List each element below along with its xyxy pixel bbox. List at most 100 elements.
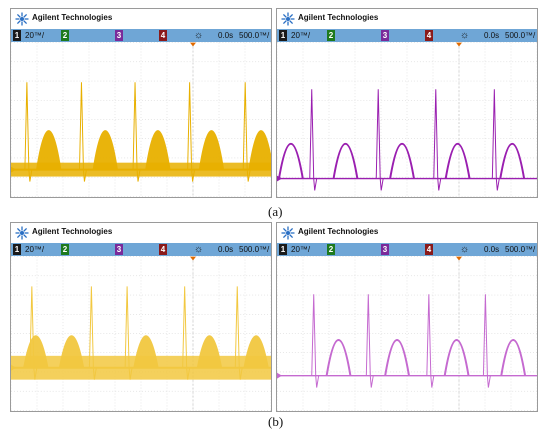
delay-value: 0.0s xyxy=(484,245,500,254)
scope-screen-a-ch1: Agilent Technologies 1 2 3 4 20™/ ☼ 0.0s 500.0™/ xyxy=(10,8,272,198)
trace-bump xyxy=(196,335,223,368)
waveform-plot xyxy=(277,256,537,411)
scope-header: Agilent Technologies xyxy=(277,9,537,29)
trace-spike xyxy=(311,294,320,388)
trigger-sun-icon: ☼ xyxy=(194,30,204,41)
status-bar: 1 2 3 4 20™/ ☼ 0.0s 500.0™/ xyxy=(11,243,271,256)
scope-screen-a-ch2: Agilent Technologies 1 2 3 4 20™/ ☼ 0.0s 500.0™/ xyxy=(276,8,538,198)
delay-value: 0.0s xyxy=(218,245,234,254)
trigger-marker-icon xyxy=(456,42,462,47)
scope-screen-b-ch2: Agilent Technologies 1 2 3 4 20™/ ☼ 0.0s 500.0™/ xyxy=(276,222,538,412)
channel-scale: 20™/ xyxy=(291,31,311,40)
trace-bump xyxy=(133,335,159,368)
brand-name: Agilent Technologies xyxy=(32,227,113,236)
status-bar: 1 2 3 4 20™/ ☼ 0.0s 500.0™/ xyxy=(277,29,537,42)
caption-a: (a) xyxy=(268,204,283,219)
trace-bump xyxy=(325,339,352,376)
agilent-spark-logo-icon xyxy=(281,226,295,240)
trace-bump xyxy=(332,143,359,179)
trace-spike xyxy=(433,89,442,191)
trace-spike xyxy=(375,89,384,191)
channel-2-badge[interactable]: 2 xyxy=(61,30,69,41)
trace-bump xyxy=(58,335,85,368)
trace-bump xyxy=(243,335,269,368)
trace-spike xyxy=(29,286,38,380)
delay-value: 0.0s xyxy=(218,31,234,40)
trace-bump xyxy=(444,143,471,179)
timebase-value: 500.0™/ xyxy=(505,31,536,40)
trace-spike xyxy=(187,82,196,182)
channel-2-badge[interactable]: 2 xyxy=(61,244,69,255)
trigger-sun-icon: ☼ xyxy=(460,30,470,41)
waveform-plot xyxy=(11,256,271,411)
scope-screen-b-ch1: Agilent Technologies 1 2 3 4 20™/ ☼ 0.0s 500.0™/ xyxy=(10,222,272,412)
channel-scale: 20™/ xyxy=(291,245,311,254)
trigger-marker-icon xyxy=(190,256,196,261)
delay-value: 0.0s xyxy=(484,31,500,40)
channel-scale: 20™/ xyxy=(25,245,45,254)
brand-name: Agilent Technologies xyxy=(298,227,379,236)
trace-bump xyxy=(443,339,470,376)
ground-level-marker-icon[interactable] xyxy=(277,175,282,182)
brand-name: Agilent Technologies xyxy=(32,13,113,22)
trace-bump xyxy=(23,335,49,368)
trace-spike xyxy=(242,82,251,182)
trace-spike xyxy=(78,82,87,182)
trace-bump xyxy=(92,130,118,170)
trace-spike xyxy=(182,286,191,380)
scope-header: Agilent Technologies xyxy=(277,223,537,243)
trace-spike xyxy=(124,286,133,380)
scope-header: Agilent Technologies xyxy=(11,9,271,29)
trace-spike xyxy=(234,286,243,380)
agilent-spark-logo-icon xyxy=(15,226,29,240)
status-bar: 1 2 3 4 20™/ ☼ 0.0s 500.0™/ xyxy=(277,243,537,256)
trace-spike xyxy=(491,89,500,191)
timebase-value: 500.0™/ xyxy=(239,245,270,254)
trace-spike xyxy=(309,89,318,191)
trace-bump xyxy=(36,130,62,170)
trace-bump xyxy=(389,143,415,179)
channel-3-badge[interactable]: 3 xyxy=(115,244,123,255)
trace-spike xyxy=(426,294,435,388)
status-bar: 1 2 3 4 20™/ ☼ 0.0s 500.0™/ xyxy=(11,29,271,42)
scope-header: Agilent Technologies xyxy=(11,223,271,243)
channel-3-badge[interactable]: 3 xyxy=(115,30,123,41)
ground-level-marker-icon[interactable] xyxy=(277,372,282,379)
agilent-spark-logo-icon xyxy=(281,12,295,26)
channel-4-badge[interactable]: 4 xyxy=(425,244,433,255)
channel-1-badge[interactable]: 1 xyxy=(13,30,21,41)
trace-bump xyxy=(198,130,225,170)
channel-4-badge[interactable]: 4 xyxy=(425,30,433,41)
channel-scale: 20™/ xyxy=(25,31,45,40)
trace-bump xyxy=(145,130,171,170)
channel-2-badge[interactable]: 2 xyxy=(327,30,335,41)
brand-name: Agilent Technologies xyxy=(298,13,379,22)
caption-b: (b) xyxy=(268,414,284,429)
trace-bump xyxy=(499,143,526,179)
timebase-value: 500.0™/ xyxy=(239,31,270,40)
trace-bump xyxy=(500,339,527,376)
channel-1-badge[interactable]: 1 xyxy=(279,244,287,255)
trace-spike xyxy=(24,82,33,182)
trace-spike xyxy=(365,294,374,388)
channel-1-badge[interactable]: 1 xyxy=(13,244,21,255)
channel-1-badge[interactable]: 1 xyxy=(279,30,287,41)
waveform-plot xyxy=(11,42,271,197)
channel-3-badge[interactable]: 3 xyxy=(381,30,389,41)
trace-bump xyxy=(384,339,410,376)
channel-4-badge[interactable]: 4 xyxy=(159,244,167,255)
ground-level-marker-icon[interactable] xyxy=(11,166,16,173)
trigger-sun-icon: ☼ xyxy=(460,244,470,255)
trace-spike xyxy=(482,294,491,388)
ground-level-marker-icon[interactable] xyxy=(11,364,16,371)
channel-3-badge[interactable]: 3 xyxy=(381,244,389,255)
trace-bump xyxy=(248,130,271,170)
channel-4-badge[interactable]: 4 xyxy=(159,30,167,41)
trace-bump xyxy=(278,143,304,179)
trigger-marker-icon xyxy=(190,42,196,47)
agilent-spark-logo-icon xyxy=(15,12,29,26)
waveform-plot xyxy=(277,42,537,197)
timebase-value: 500.0™/ xyxy=(505,245,536,254)
trigger-sun-icon: ☼ xyxy=(194,244,204,255)
channel-2-badge[interactable]: 2 xyxy=(327,244,335,255)
